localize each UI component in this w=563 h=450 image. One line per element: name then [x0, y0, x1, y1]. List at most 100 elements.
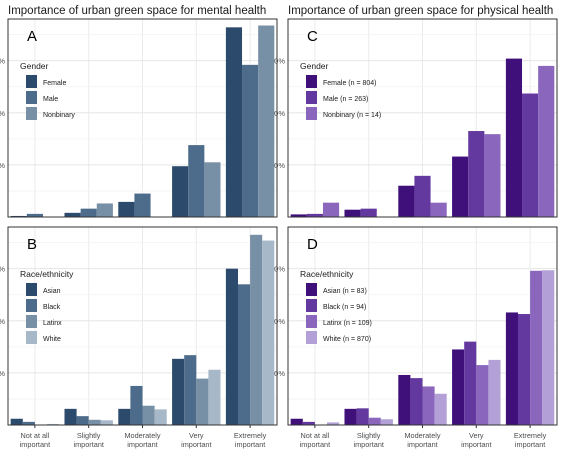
bar	[398, 374, 411, 425]
legend-key	[26, 75, 37, 88]
panel-border	[7, 18, 278, 218]
bar	[322, 202, 340, 217]
x-tick-label: Very important	[461, 431, 491, 449]
legend-key	[306, 75, 317, 88]
bar	[360, 208, 377, 217]
y-tick-label: 0%	[0, 161, 5, 170]
bar	[208, 369, 221, 425]
bar	[76, 416, 89, 425]
bar	[468, 131, 485, 217]
legend-label: Male (n = 263)	[323, 96, 368, 103]
bar	[414, 175, 431, 217]
column-title-left: Importance of urban green space for ment…	[8, 5, 266, 17]
y-tick-label: 0%	[274, 369, 285, 378]
bar	[64, 408, 77, 425]
legend-key	[306, 107, 317, 120]
bar	[505, 58, 523, 217]
bar	[142, 405, 155, 425]
legend-label: Female	[43, 80, 66, 87]
bar	[262, 240, 275, 425]
bar	[530, 270, 543, 425]
bar	[258, 25, 275, 218]
legend-label: Male	[43, 96, 58, 103]
x-tick-label: Extremely important	[234, 431, 267, 449]
bar	[327, 422, 340, 425]
bar	[118, 201, 135, 217]
legend: Race/ethnicity Asian Black Latinx White	[20, 269, 74, 344]
y-tick-label: 0%	[274, 265, 285, 274]
bar	[452, 349, 465, 425]
panel-D: 0% 0% 0% D Race/ethnicity Asian (n = 83) Black…	[274, 226, 558, 449]
legend-label: Latinx (n = 109)	[323, 320, 372, 327]
bar	[452, 156, 469, 217]
bar	[237, 284, 251, 425]
legend-label: White (n = 870)	[323, 336, 371, 343]
legend-label: Black (n = 94)	[323, 304, 366, 311]
panel-B: 0% 0% 0% B Race/ethnicity Asian Black Latinx Whi…	[0, 226, 278, 449]
legend-title: Race/ethnicity	[20, 269, 74, 279]
bar	[290, 418, 303, 425]
bar	[204, 162, 221, 217]
bar	[134, 193, 151, 217]
bar	[464, 341, 477, 425]
legend: Gender Female (n = 804) Male (n = 263) Nonb…	[300, 61, 381, 120]
bar	[130, 385, 143, 425]
x-axis: Not at all important Slightly important Mode…	[20, 425, 267, 449]
bars	[10, 234, 275, 425]
legend-label: Black	[43, 304, 61, 311]
legend-label: Latinx	[43, 320, 62, 327]
bar	[484, 134, 501, 217]
legend-key	[306, 315, 317, 328]
column-title-right: Importance of urban green space for phys…	[288, 5, 553, 17]
bar	[538, 65, 555, 217]
x-tick-label: Moderately important	[404, 431, 440, 449]
y-tick-label: 0%	[274, 57, 285, 66]
bar	[398, 185, 415, 217]
legend-key	[306, 299, 317, 312]
y-tick-label: 0%	[0, 369, 5, 378]
bar	[22, 421, 35, 425]
bar	[26, 213, 43, 217]
bar	[522, 93, 539, 217]
legend-label: Nonbinary	[43, 112, 75, 119]
bar	[188, 145, 205, 217]
bar	[47, 423, 60, 425]
bar	[422, 386, 435, 425]
bar	[154, 409, 167, 425]
legend-key	[26, 315, 37, 328]
bar	[488, 359, 501, 425]
legend-key	[306, 331, 317, 344]
bar	[64, 212, 81, 217]
x-axis: Not at all important Slightly important Mode…	[300, 425, 547, 449]
bar	[430, 202, 447, 217]
panels: 0%0%0%AGenderFemaleMaleNonbinary0%0%0%CG…	[0, 18, 558, 449]
legend-key	[26, 107, 37, 120]
bar	[476, 365, 489, 425]
legend-label: Asian	[43, 288, 61, 295]
legend-label: Female (n = 804)	[323, 80, 377, 87]
x-tick-label: Moderately important	[124, 431, 160, 449]
bar	[10, 418, 23, 425]
bar	[517, 314, 531, 425]
legend-label: White	[43, 336, 61, 343]
bar	[306, 213, 323, 217]
bar	[434, 393, 447, 425]
panel-A: 0% 0% 0% A Gender Female Male Nonbinary	[0, 18, 278, 218]
x-tick-label: Not at all important	[300, 431, 330, 449]
y-tick-label: 0%	[274, 109, 285, 118]
legend-title: Gender	[20, 61, 49, 71]
legend-title: Race/ethnicity	[300, 269, 354, 279]
bar	[242, 64, 259, 217]
bar	[368, 417, 381, 425]
bars	[10, 25, 275, 218]
x-tick-label: Very important	[181, 431, 211, 449]
panel-letter: B	[27, 236, 37, 253]
y-tick-label: 0%	[0, 317, 5, 326]
legend-key	[306, 91, 317, 104]
bar	[225, 27, 243, 218]
y-tick-label: 0%	[0, 265, 5, 274]
panel-letter: D	[307, 236, 318, 253]
bar	[225, 268, 238, 425]
legend-key	[26, 283, 37, 296]
